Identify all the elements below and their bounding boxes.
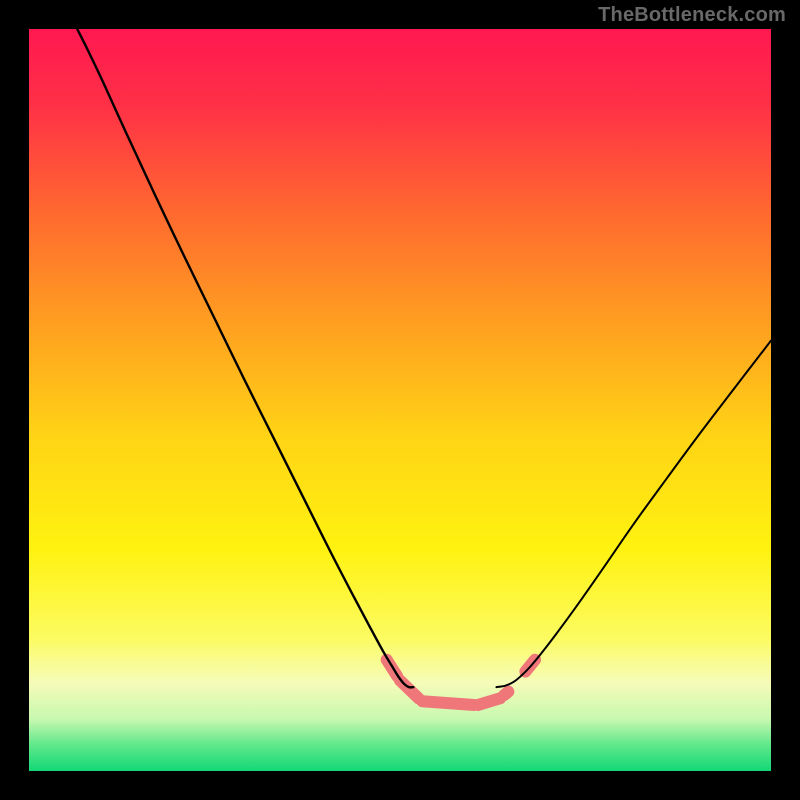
- chart-curves: [29, 29, 771, 771]
- watermark-text: TheBottleneck.com: [598, 4, 786, 27]
- plot-area: [29, 29, 771, 771]
- valley-dash: [478, 698, 500, 705]
- valley-dash: [504, 692, 508, 696]
- curve-right: [496, 341, 771, 688]
- valley-dash: [422, 701, 474, 705]
- curve-left: [77, 29, 413, 687]
